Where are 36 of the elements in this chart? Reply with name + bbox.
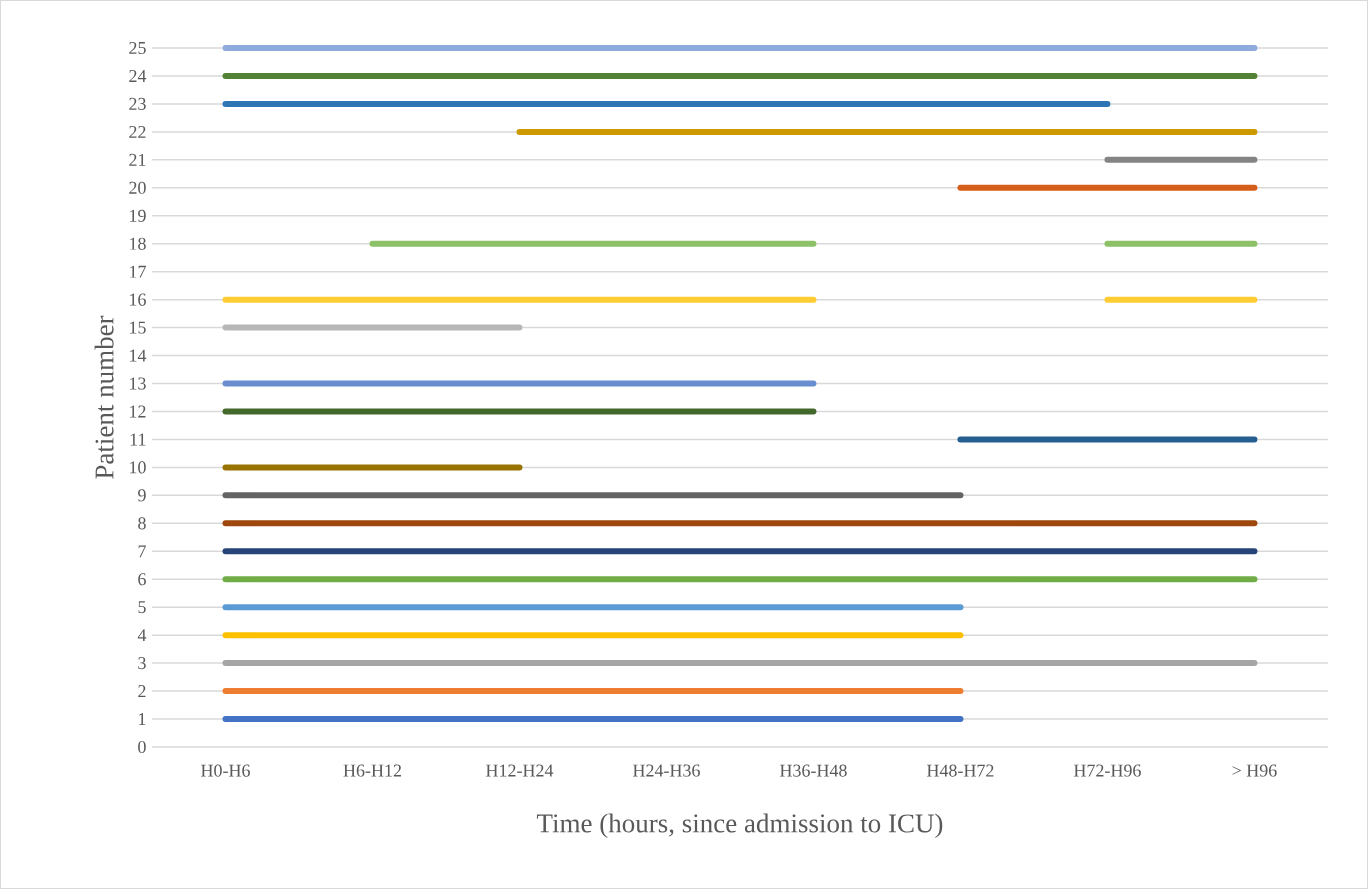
x-tick-label: H36-H48 [779, 764, 847, 777]
y-tick-label: 17 [130, 265, 146, 278]
x-tick-label: H6-H12 [343, 764, 401, 777]
y-tick-label: 16 [130, 293, 146, 306]
y-tick-label: 13 [130, 377, 146, 390]
y-tick-label: 18 [130, 237, 146, 250]
y-tick-label: 25 [129, 41, 146, 55]
y-tick-label: 5 [138, 601, 146, 614]
x-tick-label: H72-H96 [1073, 764, 1141, 777]
y-tick-label: 8 [138, 517, 146, 530]
y-tick-label: 21 [129, 153, 146, 166]
y-tick-label: 4 [137, 629, 147, 642]
y-tick-label: 22 [129, 125, 146, 138]
y-tick-label: 20 [129, 181, 146, 194]
y-axis-title: Patient number [94, 315, 114, 479]
y-tick-label: 0 [138, 740, 146, 754]
y-tick-label: 15 [130, 321, 146, 334]
x-axis-title: Time (hours, since admission to ICU) [536, 813, 943, 839]
y-tick-label: 19 [130, 209, 146, 222]
y-tick-label: 12 [130, 405, 146, 418]
y-tick-label: 14 [130, 349, 147, 362]
x-tick-label: H0-H6 [201, 764, 250, 777]
y-tick-label: 6 [138, 573, 146, 586]
y-tick-label: 10 [130, 461, 146, 474]
y-tick-label: 23 [129, 97, 146, 110]
y-tick-label: 7 [138, 545, 146, 558]
y-tick-label: 2 [138, 685, 146, 698]
y-tick-label: 3 [138, 657, 146, 670]
x-tick-label: > H96 [1232, 764, 1277, 777]
x-tick-label: H48-H72 [926, 764, 994, 777]
y-tick-label: 1 [139, 713, 146, 725]
y-tick-label: 11 [130, 433, 146, 446]
x-tick-label: H24-H36 [632, 764, 700, 777]
y-tick-label: 9 [138, 489, 146, 502]
y-tick-label: 24 [129, 69, 147, 82]
x-tick-label: H12-H24 [486, 764, 554, 777]
